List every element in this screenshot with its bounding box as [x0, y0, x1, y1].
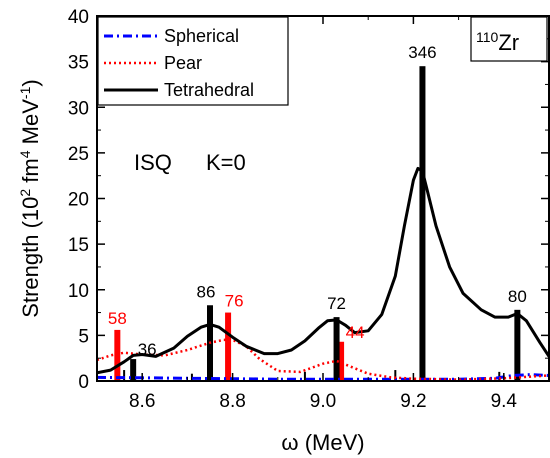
x-tick-label-0: 8.6: [129, 391, 155, 412]
peak-label-346: 346: [408, 43, 436, 62]
peak-label-44: 44: [346, 323, 365, 342]
nucleus-label-box: 110Zr: [470, 16, 548, 62]
y-title-sup3: -1: [17, 86, 33, 99]
x-axis-title: ω (MeV): [281, 430, 364, 455]
legend-label-spherical: Spherical: [164, 26, 239, 46]
peak-label-58: 58: [108, 309, 127, 328]
y-tick-label-2: 10: [68, 281, 89, 302]
tetrahedral-bar-72: [333, 317, 340, 381]
pear-bar-76: [225, 312, 232, 381]
peak-label-80: 80: [508, 287, 527, 306]
pear-bar-44: [338, 341, 345, 381]
y-axis-title: Strength (102 fm4 MeV-1): [17, 79, 43, 317]
plot-content: 58 76 44 36 86 72 346 80: [97, 43, 549, 381]
annotation-k0: K=0: [206, 150, 246, 175]
y-tick-label-5: 25: [68, 144, 89, 165]
nucleus-symbol: Zr: [498, 30, 519, 55]
nucleus-label-frame: [470, 16, 548, 62]
tetrahedral-bar-346: [419, 66, 426, 381]
y-title-base: Strength (10: [18, 197, 43, 318]
peak-label-72: 72: [327, 294, 346, 313]
y-tick-label-7: 35: [68, 53, 89, 74]
legend-label-tetrahedral: Tetrahedral: [164, 80, 254, 100]
y-tick-label-6: 30: [68, 98, 89, 119]
x-tick-label-1: 8.8: [219, 391, 245, 412]
annotation-isq: ISQ: [134, 150, 172, 175]
y-title-end: ): [18, 79, 43, 86]
y-title-sup2: 4: [17, 150, 33, 158]
tetrahedral-bar-36: [130, 359, 137, 381]
pear-bar-58: [114, 329, 121, 381]
y-tick-label-3: 15: [68, 235, 89, 256]
peak-label-76: 76: [225, 292, 244, 311]
y-title-mid2: MeV: [18, 99, 43, 151]
peak-label-86: 86: [197, 282, 216, 301]
nucleus-label: 110Zr: [476, 29, 519, 55]
tetrahedral-series-line: [97, 166, 549, 375]
legend: Spherical Pear Tetrahedral: [97, 16, 289, 106]
tetrahedral-bar-80: [514, 309, 521, 381]
peak-label-36: 36: [138, 340, 157, 359]
nucleus-mass: 110: [476, 29, 499, 45]
axis-labels: 0 5 10 15 20 25 30 35 40 8.6 8.8 9.0 9.2 9.4: [68, 7, 518, 412]
y-tick-label-8: 40: [68, 7, 89, 28]
x-tick-label-2: 9.0: [310, 391, 336, 412]
y-tick-label-0: 0: [78, 372, 89, 393]
x-tick-label-4: 9.4: [491, 391, 518, 412]
legend-label-pear: Pear: [164, 53, 202, 73]
y-title-mid: fm: [18, 158, 43, 189]
y-tick-label-4: 20: [68, 190, 89, 211]
y-tick-label-1: 5: [78, 326, 89, 347]
legend-entries: Spherical Pear Tetrahedral: [104, 26, 254, 100]
y-title-sup1: 2: [17, 189, 33, 197]
x-tick-label-3: 9.2: [400, 391, 426, 412]
